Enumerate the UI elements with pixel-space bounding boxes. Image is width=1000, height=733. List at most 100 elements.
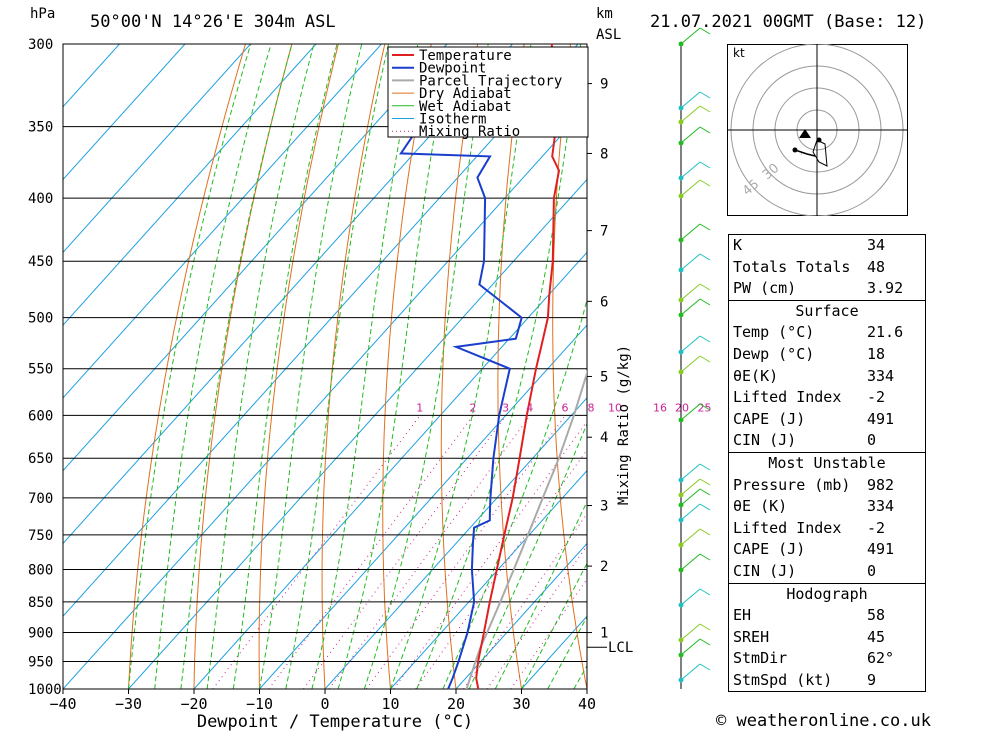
pressure-tick-label: 600 bbox=[28, 408, 53, 424]
pressure-tick-label: 1000 bbox=[28, 682, 62, 698]
isotherm-line bbox=[193, 251, 587, 689]
stmdir-label: StmDir bbox=[733, 649, 788, 668]
k-label: K bbox=[733, 236, 743, 254]
wind-barb-flag bbox=[699, 403, 711, 411]
dry-adiabat-line bbox=[988, 44, 1000, 689]
km-tick-label: 3 bbox=[600, 499, 608, 515]
wind-barb-flag bbox=[699, 126, 711, 134]
wind-barb-staff bbox=[680, 91, 701, 109]
surface-li-value: -2 bbox=[867, 388, 886, 407]
temp-tick-label: −40 bbox=[49, 695, 76, 713]
dry-adiabat-line bbox=[440, 44, 479, 689]
wind-barb-flag bbox=[699, 223, 711, 231]
mixing-ratio-label: 20 bbox=[675, 401, 689, 414]
wind-barb-flag bbox=[699, 623, 711, 631]
legend-entry: Isotherm bbox=[419, 112, 486, 128]
wet-adiabat-line bbox=[363, 44, 489, 689]
temp-tick-label: −10 bbox=[246, 695, 273, 713]
km-tick-label: 2 bbox=[600, 559, 608, 575]
mu-pressure-value: 982 bbox=[867, 475, 895, 494]
hodograph-trace bbox=[812, 139, 828, 167]
temperature-line bbox=[475, 44, 561, 689]
isotherm-line bbox=[390, 469, 587, 689]
wind-barb-staff bbox=[680, 663, 701, 681]
km-tick-label: 5 bbox=[600, 369, 608, 385]
mixing-ratio-line bbox=[463, 512, 587, 689]
legend-entry: Wet Adiabat bbox=[419, 99, 512, 115]
wet-adiabat-line bbox=[206, 44, 315, 689]
hodograph-panel: kt 30 45 · bbox=[727, 44, 908, 216]
hodograph-title: Hodograph bbox=[786, 584, 868, 603]
k-value: 34 bbox=[867, 236, 886, 254]
pressure-tick-label: 300 bbox=[28, 37, 53, 53]
isotherm-line bbox=[324, 397, 587, 689]
wind-barb-flag bbox=[699, 663, 711, 671]
copyright-text[interactable]: © weatheronline.co.uk bbox=[716, 711, 931, 731]
mu-li-value: -2 bbox=[867, 518, 886, 537]
pressure-tick-label: 900 bbox=[28, 626, 53, 642]
mixing-ratio-line bbox=[365, 415, 566, 689]
km-tick-label: 1 bbox=[600, 626, 608, 642]
surface-cin-label: CIN (J) bbox=[733, 431, 797, 450]
wind-barb-staff bbox=[680, 528, 701, 546]
wind-barb-staff bbox=[680, 223, 701, 241]
mixing-ratio-line bbox=[268, 414, 474, 689]
legend-entry: Dewpoint bbox=[419, 61, 486, 77]
mixing-ratio-line bbox=[415, 449, 587, 689]
km-tick-label: 4 bbox=[600, 430, 608, 446]
wind-barb-staff bbox=[680, 355, 701, 373]
mu-pressure-label: Pressure (mb) bbox=[733, 475, 851, 494]
dry-adiabat-line bbox=[382, 44, 432, 689]
stmspd-value: 9 bbox=[867, 670, 877, 689]
wind-barb-staff bbox=[680, 283, 701, 301]
wind-barb-staff bbox=[680, 463, 701, 481]
eh-value: 58 bbox=[867, 606, 886, 625]
pw-label: PW (cm) bbox=[733, 279, 797, 298]
pw-value: 3.92 bbox=[867, 279, 904, 298]
km-unit-label: km bbox=[596, 6, 613, 22]
wind-barb-flag bbox=[699, 179, 711, 187]
temp-tick-label: −20 bbox=[180, 695, 207, 713]
isotherm-line bbox=[63, 44, 186, 181]
surface-li-label: Lifted Index bbox=[733, 388, 842, 407]
isotherm-line bbox=[63, 44, 317, 326]
surface-theta-value: 334 bbox=[867, 366, 895, 385]
wet-adiabat-line bbox=[337, 44, 452, 689]
hodograph-point bbox=[792, 147, 798, 153]
storm-motion-marker bbox=[799, 129, 811, 138]
wind-barb-flag bbox=[699, 588, 711, 596]
wind-barb-flag bbox=[699, 335, 711, 343]
wind-barb-flag bbox=[699, 355, 711, 363]
wet-adiabat-line bbox=[232, 44, 338, 689]
wind-barb-flag bbox=[699, 298, 711, 306]
isotherm-line bbox=[63, 44, 120, 108]
temp-tick-label: 40 bbox=[578, 695, 596, 713]
pressure-tick-label: 950 bbox=[28, 655, 53, 671]
mu-cin-value: 0 bbox=[867, 561, 877, 580]
mixing-ratio-line bbox=[393, 420, 587, 689]
indices-table: K 34 Totals Totals 48 PW (cm) 3.92 Surface … bbox=[728, 234, 926, 693]
wet-adiabat-line bbox=[468, 422, 587, 689]
temp-tick-label: 10 bbox=[381, 695, 399, 713]
wind-barb-flag bbox=[699, 27, 711, 35]
pressure-tick-label: 700 bbox=[28, 491, 53, 507]
pressure-tick-label: 750 bbox=[28, 528, 53, 544]
isotherm-line bbox=[63, 44, 382, 399]
mixing-ratio-line bbox=[510, 578, 587, 689]
wind-barb-column bbox=[678, 27, 711, 689]
surface-title: Surface bbox=[795, 301, 859, 320]
mixing-ratio-label: 10 bbox=[608, 401, 622, 414]
hodograph-trace bbox=[794, 149, 816, 157]
data-area bbox=[465, 44, 587, 689]
km-tick-label: 8 bbox=[600, 146, 608, 162]
wind-barb-flag bbox=[699, 161, 711, 169]
hodograph-unit: kt bbox=[733, 46, 745, 60]
mixing-ratio-axis-label: Mixing Ratio (g/kg) bbox=[616, 345, 632, 505]
isotherm-line bbox=[455, 542, 587, 689]
hodograph-point bbox=[816, 137, 822, 143]
mixing-ratio-label: 1 bbox=[416, 401, 423, 414]
dry-adiabat-line bbox=[942, 44, 1000, 689]
wet-adiabat-line bbox=[442, 298, 587, 689]
pressure-tick-label: 850 bbox=[28, 595, 53, 611]
